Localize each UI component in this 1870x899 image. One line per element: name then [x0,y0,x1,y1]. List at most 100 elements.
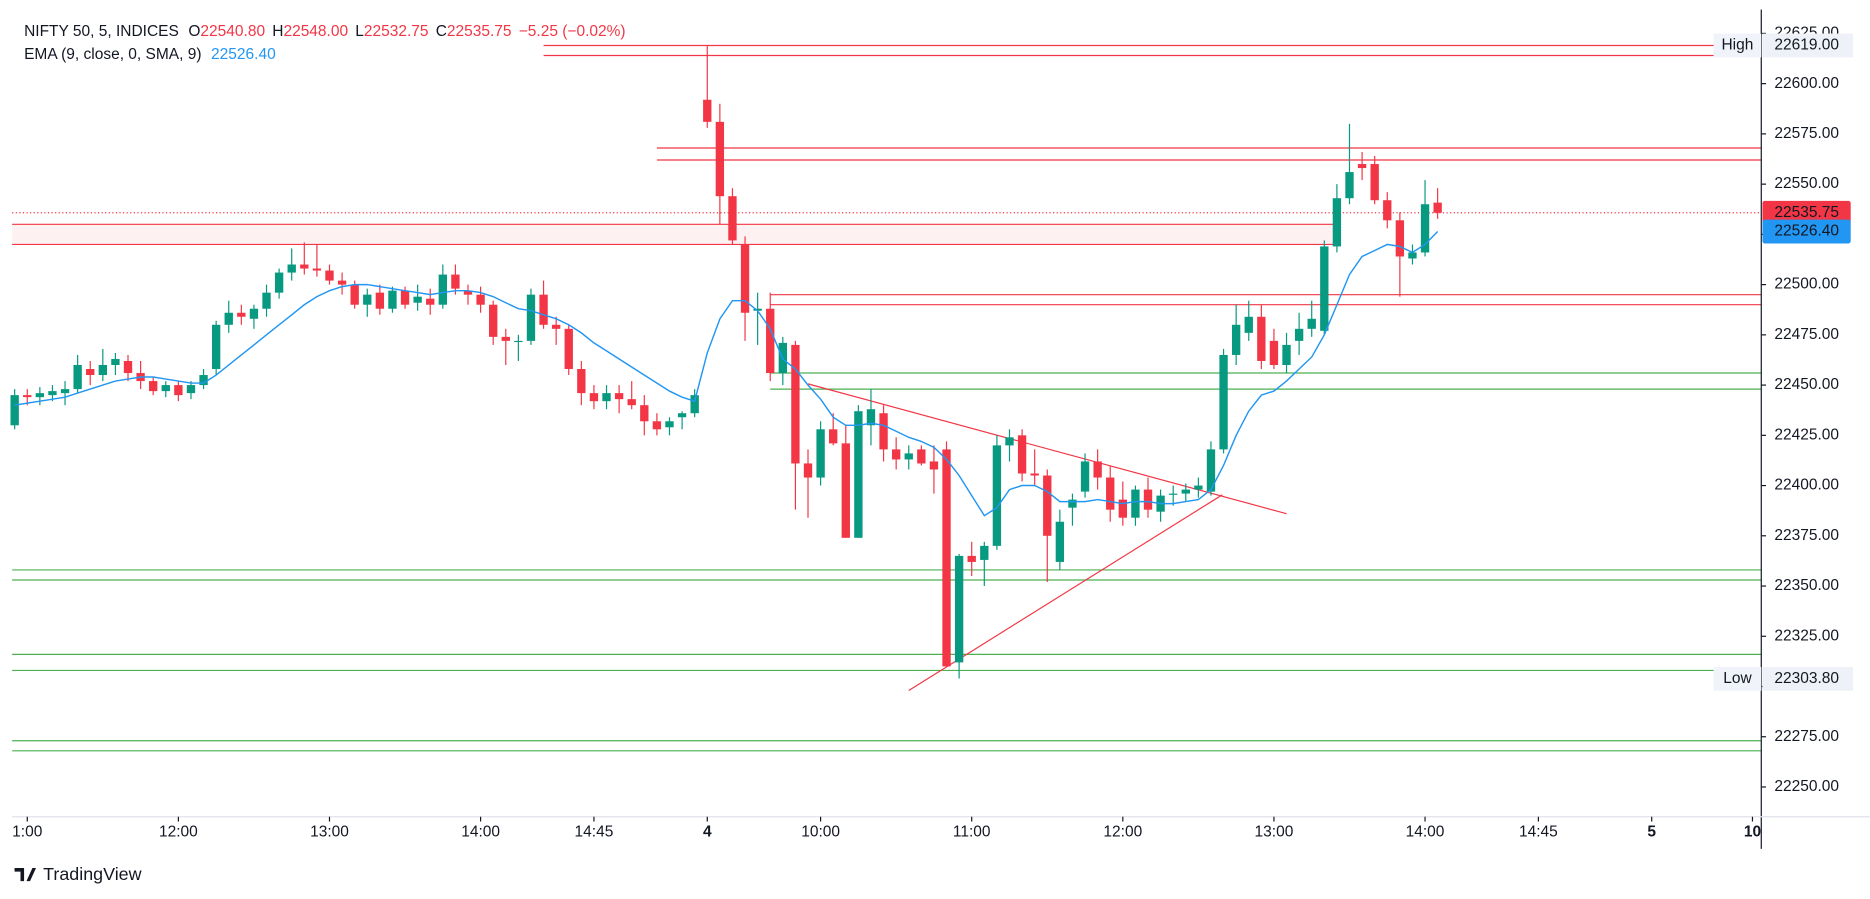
candle-body [274,272,284,293]
candle-body [451,274,460,289]
candle-body [1357,164,1367,169]
candle-body [1169,493,1178,495]
candle-body [967,555,976,562]
candle-body [1131,489,1140,518]
x-tick-label: 12:00 [1103,823,1142,840]
ema-line [14,231,1439,517]
ohlc-key: L [355,23,364,40]
x-tick-label: 10 [1744,823,1761,840]
candle-body [640,405,649,422]
candle-body [1043,475,1052,536]
candle-body [287,264,296,273]
x-tick-label: 13:00 [310,823,349,840]
candle-body [1395,220,1405,257]
candle-body [740,244,750,313]
x-tick-label: 14:00 [1406,823,1445,840]
y-tick-label: 22400.00 [1774,477,1839,494]
candle-body [400,290,410,305]
candle-body [98,364,107,376]
ohlc-key: O [188,23,200,40]
y-tick-label: 22325.00 [1774,627,1839,644]
last-price-tag-box [1762,200,1851,225]
y-tick-label: 22475.00 [1774,326,1839,343]
candle-body [10,395,19,426]
candle-body [426,298,435,305]
candle-body [1370,164,1379,201]
candle-body [350,284,359,305]
candle-body [715,121,725,197]
candle-body [879,413,888,450]
tag-name: High [1721,37,1753,54]
tag-value: 22619.00 [1774,37,1839,54]
tag-name-box [1713,666,1762,691]
candle-body [942,449,951,667]
indicator-legend: EMA (9, close, 0, SMA, 9) 22526.40 [24,46,276,63]
tag-value-box [1762,33,1854,58]
candle-body [766,308,775,374]
candle-body [1420,204,1430,253]
candle-body [60,389,70,394]
candle-body [1118,499,1127,518]
x-tick-label: 1:00 [12,823,43,840]
candle-body [1055,521,1065,562]
candle-body [413,296,422,303]
candle-body [1181,489,1190,494]
candle-body [48,391,57,396]
candle-body [300,264,309,269]
candle-body [866,409,876,426]
candle-body [1282,344,1291,365]
candle-body [375,292,385,309]
candle-body [1307,318,1316,329]
candle-body [854,411,863,538]
x-tick-label: 14:00 [461,823,500,840]
ema-tag-box [1762,219,1851,244]
tag-name: Low [1723,670,1752,687]
x-tick-label: 11:00 [953,823,991,840]
candle-body [501,336,510,341]
candle-body [199,375,208,386]
candle-body [929,461,939,470]
y-tick-label: 22550.00 [1774,175,1839,192]
candle-body [161,385,170,392]
legend-header: NIFTY 50, 5, INDICES O22540.80 H22548.00 L2… [24,23,625,40]
candle-body [665,421,674,428]
candle-body [73,364,82,390]
y-tick-label: 22425.00 [1774,426,1839,443]
x-tick-label: 5 [1647,823,1656,840]
candle-body [803,463,813,478]
candle-body [1231,324,1241,355]
x-tick-label: 12:00 [159,823,198,840]
candle-body [237,312,246,317]
x-tick-label: 10:00 [801,823,840,840]
ohlc-value: 22535.75 [447,23,512,40]
indicator-value: 22526.40 [211,46,276,63]
candle-body [1244,316,1253,333]
candle-body [1143,489,1153,510]
candle-body [476,294,485,305]
candle-body [652,421,662,430]
y-tick-label: 22350.00 [1774,577,1839,594]
candle-body [262,292,271,309]
candle-body [249,308,259,319]
y-tick-label: 22500.00 [1774,276,1839,293]
candle-body [23,395,32,398]
candle-body [1030,473,1039,476]
candle-body [1068,499,1077,508]
candle-body [312,268,322,271]
candle-body [1206,449,1216,492]
ema-tag-label: 22526.40 [1774,223,1839,240]
candle-body [1383,200,1392,221]
candle-body [1332,198,1342,247]
candle-body [224,312,233,325]
candle-body [174,385,183,396]
candle-body [829,429,838,444]
candle-body [841,443,850,538]
candle-body [577,369,586,394]
x-tick-label: 13:00 [1255,823,1294,840]
brand-name: TradingView [43,864,141,884]
candle-body [1257,316,1266,361]
level-band [12,224,1336,245]
candle-body [627,399,636,406]
